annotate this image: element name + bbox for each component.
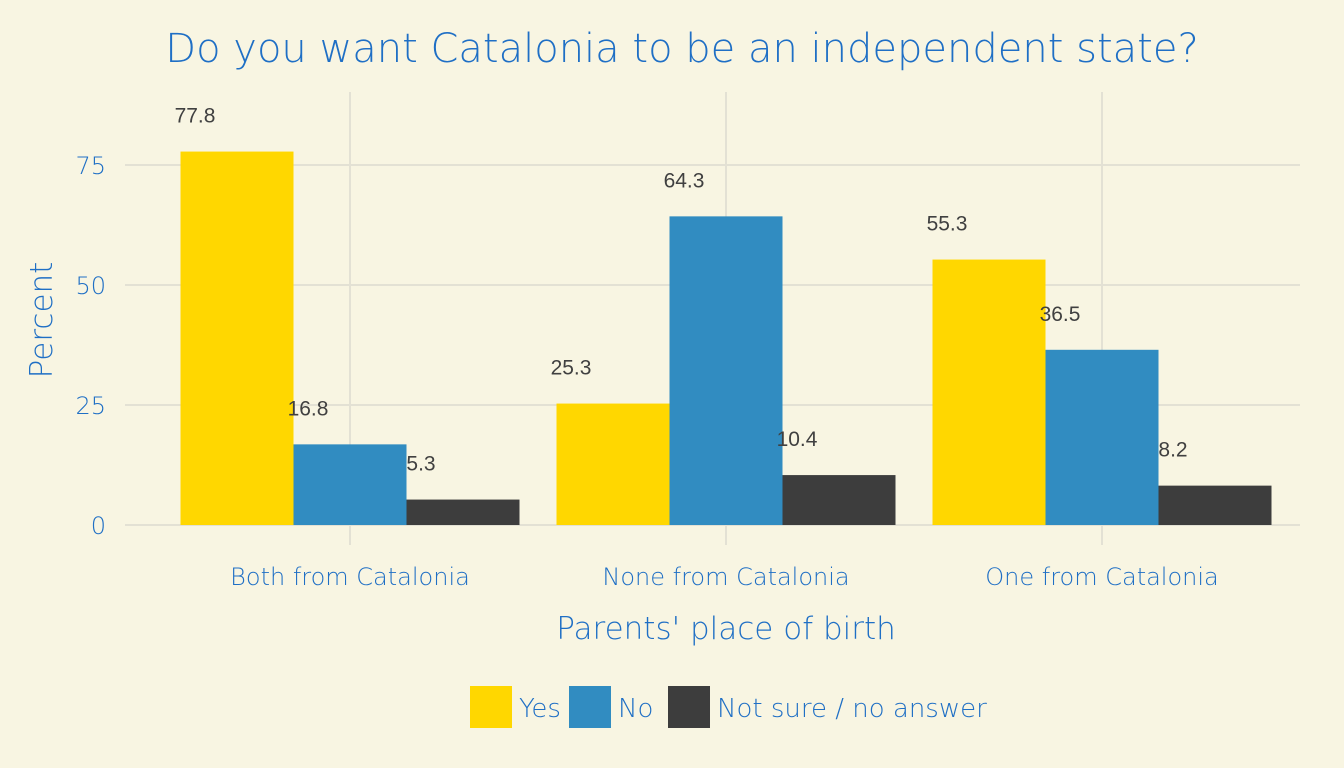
legend-key <box>668 686 710 728</box>
bar <box>782 475 896 525</box>
bar <box>406 499 520 525</box>
bar-value-label: 64.3 <box>664 169 705 192</box>
legend-label: Yes <box>519 694 561 724</box>
bar-value-label: 8.2 <box>1158 439 1187 462</box>
legend-label: Not sure / no answer <box>717 694 987 724</box>
bar <box>1045 349 1159 525</box>
legend: Yes No Not sure / no answer <box>470 686 987 728</box>
legend-label: No <box>618 694 653 724</box>
y-tick-label: 50 <box>75 272 106 300</box>
bar-value-label: 5.3 <box>406 453 435 476</box>
bar <box>556 403 670 525</box>
bar-value-label: 36.5 <box>1040 303 1081 326</box>
bar <box>293 444 407 525</box>
bar-value-label: 16.8 <box>288 397 329 420</box>
chart-title: Do you want Catalonia to be an independe… <box>165 26 1198 72</box>
bar <box>932 259 1046 525</box>
bar <box>669 216 783 526</box>
y-tick-label: 75 <box>75 152 106 180</box>
legend-key <box>470 686 512 728</box>
y-tick-label: 25 <box>75 392 106 420</box>
bar <box>1158 485 1272 525</box>
y-axis-title: Percent <box>24 262 60 379</box>
value-labels: 77.8 25.3 55.3 16.8 64.3 36.5 5.3 10.4 8.2 <box>175 105 1188 476</box>
bars <box>180 151 1272 526</box>
legend-key <box>569 686 611 728</box>
y-tick-label: 0 <box>91 512 106 540</box>
bar-value-label: 55.3 <box>927 213 968 236</box>
bar-value-label: 10.4 <box>777 428 818 451</box>
x-axis-ticks: Both from Catalonia None from Catalonia On… <box>230 563 1219 591</box>
x-tick-label: Both from Catalonia <box>230 563 470 591</box>
bar <box>180 151 294 525</box>
bar-value-label: 77.8 <box>175 105 216 128</box>
x-tick-label: None from Catalonia <box>602 563 849 591</box>
x-axis-title: Parents' place of birth <box>556 611 896 647</box>
y-axis-ticks: 0 25 50 75 <box>75 152 106 540</box>
bar-value-label: 25.3 <box>551 357 592 380</box>
x-tick-label: One from Catalonia <box>985 563 1219 591</box>
